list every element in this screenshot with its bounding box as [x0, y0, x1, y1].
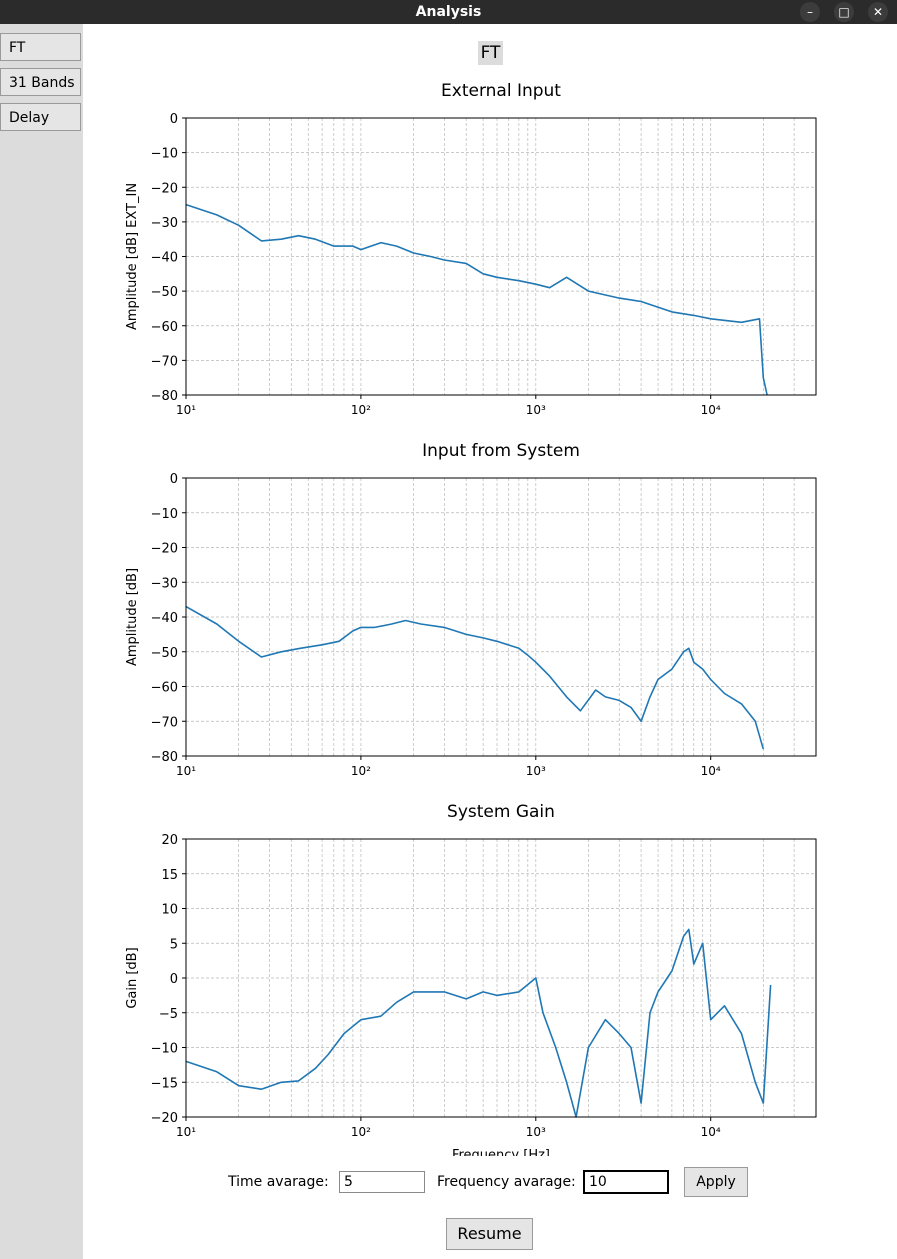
main-panel: FT: [83, 24, 897, 1259]
x-tick-label: 10⁴: [701, 1125, 721, 1139]
maximize-icon[interactable]: □: [834, 2, 854, 22]
y-tick-label: 0: [170, 112, 178, 127]
x-tick-label: 10¹: [176, 764, 196, 778]
y-tick-label: 15: [161, 868, 178, 883]
y-axis-label: Gain [dB]: [125, 947, 140, 1008]
y-tick-label: −10: [151, 1042, 178, 1057]
chart-title: System Gain: [447, 802, 555, 822]
sidebar-item-31-bands[interactable]: 31 Bands: [0, 68, 81, 96]
y-tick-label: 0: [170, 972, 178, 987]
y-tick-label: −80: [151, 750, 178, 765]
x-tick-label: 10²: [351, 1125, 371, 1139]
y-tick-label: −70: [151, 715, 178, 730]
resume-button[interactable]: Resume: [446, 1218, 533, 1250]
y-tick-label: −60: [151, 681, 178, 696]
y-tick-label: −20: [151, 1111, 178, 1126]
x-tick-label: 10⁴: [701, 764, 721, 778]
close-icon[interactable]: ✕: [868, 2, 888, 22]
x-tick-label: 10³: [526, 764, 546, 778]
y-tick-label: −10: [151, 507, 178, 522]
x-tick-label: 10²: [351, 403, 371, 417]
chart-title: External Input: [441, 81, 561, 101]
y-tick-label: 10: [161, 903, 178, 918]
y-tick-label: −40: [151, 611, 178, 626]
x-tick-label: 10²: [351, 764, 371, 778]
y-tick-label: 20: [161, 833, 178, 848]
time-average-input[interactable]: [339, 1171, 425, 1193]
y-tick-label: −80: [151, 389, 178, 404]
y-tick-label: −30: [151, 576, 178, 591]
sidebar-item-delay[interactable]: Delay: [0, 103, 81, 131]
sidebar-item-ft[interactable]: FT: [0, 33, 81, 61]
y-tick-label: 0: [170, 472, 178, 487]
x-tick-label: 10³: [526, 403, 546, 417]
sidebar: FT 31 Bands Delay: [0, 24, 83, 1259]
frequency-average-input[interactable]: [583, 1170, 669, 1194]
window-titlebar: Analysis – □ ✕: [0, 0, 897, 24]
y-tick-label: −10: [151, 147, 178, 162]
x-axis-label: Frequency [Hz]: [452, 1148, 550, 1156]
series-line: [185, 928, 772, 1118]
x-tick-label: 10⁴: [701, 403, 721, 417]
y-tick-label: −20: [151, 181, 178, 196]
minimize-icon[interactable]: –: [800, 2, 820, 22]
y-axis-label: Amplitude [dB] EXT_IN: [125, 183, 140, 330]
x-tick-label: 10³: [526, 1125, 546, 1139]
y-tick-label: −5: [159, 1007, 178, 1022]
window-title: Analysis: [415, 4, 482, 20]
y-tick-label: −70: [151, 354, 178, 369]
y-tick-label: −30: [151, 216, 178, 231]
y-axis-label: Amplitude [dB]: [125, 568, 140, 666]
series-line: [185, 605, 765, 750]
frequency-average-label: Frequency avarage:: [437, 1174, 576, 1190]
y-tick-label: −50: [151, 646, 178, 661]
y-tick-label: −15: [151, 1076, 178, 1091]
series-line: [185, 203, 768, 396]
x-tick-label: 10¹: [176, 1125, 196, 1139]
chart-title: Input from System: [422, 441, 580, 461]
page-title: FT: [478, 41, 503, 65]
time-average-label: Time avarage:: [228, 1174, 329, 1190]
y-tick-label: −20: [151, 542, 178, 557]
y-tick-label: 5: [170, 937, 178, 952]
x-tick-label: 10¹: [176, 403, 196, 417]
apply-button[interactable]: Apply: [684, 1167, 748, 1197]
y-tick-label: −60: [151, 320, 178, 335]
y-tick-label: −40: [151, 251, 178, 266]
y-tick-label: −50: [151, 285, 178, 300]
